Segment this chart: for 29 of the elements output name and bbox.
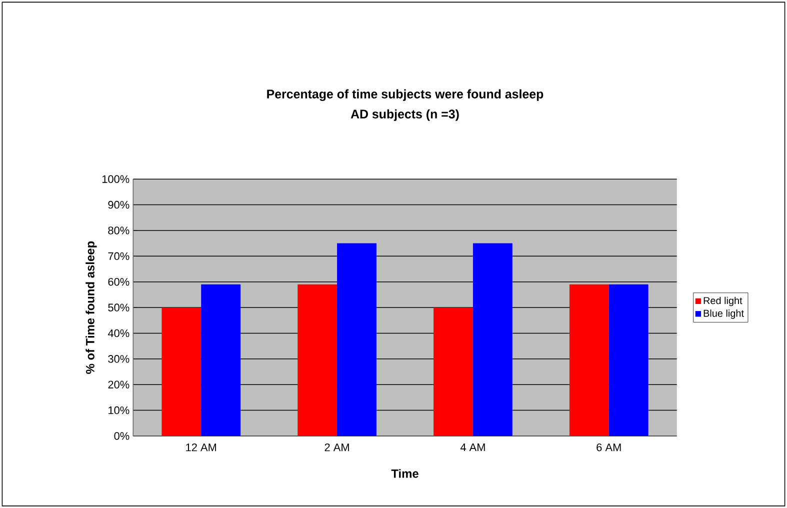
- bar: [298, 284, 338, 436]
- bar: [569, 284, 609, 436]
- y-tick-label: 70%: [108, 252, 130, 260]
- y-tick-label: 80%: [108, 226, 130, 234]
- bar: [434, 307, 473, 436]
- bar: [608, 284, 648, 436]
- y-tick-label: 20%: [108, 380, 130, 388]
- chart-title: Percentage of time subjects were found asleep: [267, 89, 544, 101]
- bar: [201, 284, 241, 436]
- y-tick-label: 40%: [108, 329, 130, 338]
- x-tick-label: 12 AM: [186, 443, 216, 452]
- y-tick-label: 30%: [108, 354, 130, 363]
- y-tick-label: 60%: [108, 278, 130, 286]
- y-tick-label: 10%: [108, 406, 130, 414]
- x-tick-label: 6 AM: [596, 443, 621, 452]
- x-tick-label: 2 AM: [324, 443, 349, 452]
- x-tick-label: 4 AM: [460, 443, 485, 451]
- y-tick-label: 100%: [102, 175, 130, 183]
- y-tick-label: 50%: [108, 304, 130, 312]
- legend-label: Blue light: [704, 309, 744, 319]
- bar: [472, 243, 512, 436]
- y-tick-label: 0%: [114, 432, 130, 440]
- bar: [162, 307, 202, 436]
- bar: [337, 243, 376, 436]
- chart-subtitle: AD subjects (n =3): [350, 109, 459, 121]
- x-axis-title: Time: [391, 469, 418, 478]
- y-axis-title: % of Time found asleep: [86, 241, 97, 374]
- y-tick-label: 90%: [108, 200, 130, 209]
- legend-label: Red light: [704, 296, 742, 306]
